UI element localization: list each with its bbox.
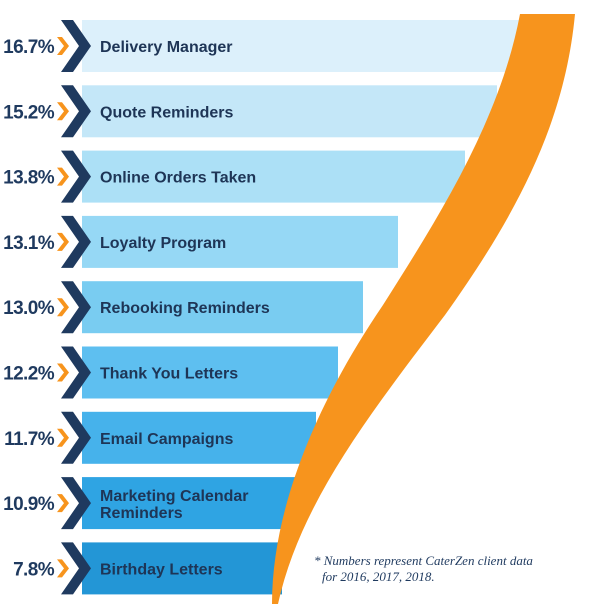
- value-label: 10.9%: [3, 494, 55, 515]
- chevron-arrow-icon: [61, 411, 91, 464]
- category-label: Quote Reminders: [100, 104, 233, 121]
- bar-8: [82, 477, 295, 530]
- footnote-line-1: * Numbers represent CaterZen client data: [314, 553, 533, 568]
- labels-layer: 16.7% Delivery Manager 15.2% Quote Reminder…: [3, 37, 270, 580]
- orange-chevron-icon: [57, 102, 69, 121]
- chevron-arrow-icon: [61, 20, 91, 72]
- chevron-arrow-icon: [61, 346, 91, 399]
- category-label-line: Reminders: [100, 505, 183, 522]
- value-label: 11.7%: [4, 429, 55, 450]
- bar-7: [82, 411, 316, 464]
- value-label: 13.1%: [3, 233, 55, 254]
- category-label: Birthday Letters: [100, 561, 223, 578]
- footnote: * Numbers represent CaterZen client data…: [314, 553, 533, 584]
- chevron-arrow-icon: [61, 150, 91, 203]
- bars-layer: [82, 20, 530, 595]
- category-label-line: Marketing Calendar: [100, 488, 248, 505]
- chevron-arrow-icon: [61, 281, 91, 334]
- chevron-arrow-icon: [61, 215, 91, 268]
- category-label: Thank You Letters: [100, 366, 238, 383]
- chevron-arrow-icon: [61, 477, 91, 530]
- bar-5: [82, 281, 363, 334]
- orange-chevron-icon: [57, 167, 69, 186]
- orange-chevron-icon: [57, 559, 69, 578]
- bar-6: [82, 346, 338, 399]
- bar-1: [82, 20, 530, 72]
- category-label: Online Orders Taken: [100, 170, 256, 187]
- orange-chevron-icon: [57, 428, 69, 447]
- chevrons-layer: [57, 20, 91, 595]
- orange-chevron-icon: [57, 298, 69, 317]
- category-label: Rebooking Reminders: [100, 300, 270, 317]
- bar-4: [82, 215, 398, 268]
- value-label: 13.0%: [3, 298, 55, 319]
- value-label: 12.2%: [3, 364, 55, 385]
- footnote-line-2: for 2016, 2017, 2018.: [322, 569, 435, 584]
- chevron-arrow-icon: [61, 85, 91, 138]
- orange-chevron-icon: [57, 363, 69, 382]
- orange-chevron-icon: [57, 494, 69, 513]
- category-label: Loyalty Program: [100, 235, 226, 252]
- value-label: 15.2%: [3, 102, 55, 123]
- bar-9: [82, 542, 282, 595]
- value-label: 7.8%: [13, 559, 55, 580]
- orange-chevron-icon: [57, 37, 69, 55]
- bar-3: [82, 150, 465, 203]
- category-label: Delivery Manager: [100, 39, 233, 56]
- value-label: 13.8%: [3, 168, 55, 189]
- category-label: Email Campaigns: [100, 431, 233, 448]
- chevron-arrow-icon: [61, 542, 91, 595]
- value-label: 16.7%: [3, 37, 55, 58]
- orange-swoosh-graphic: [272, 14, 575, 604]
- orange-chevron-icon: [57, 232, 69, 251]
- bar-2: [82, 85, 497, 138]
